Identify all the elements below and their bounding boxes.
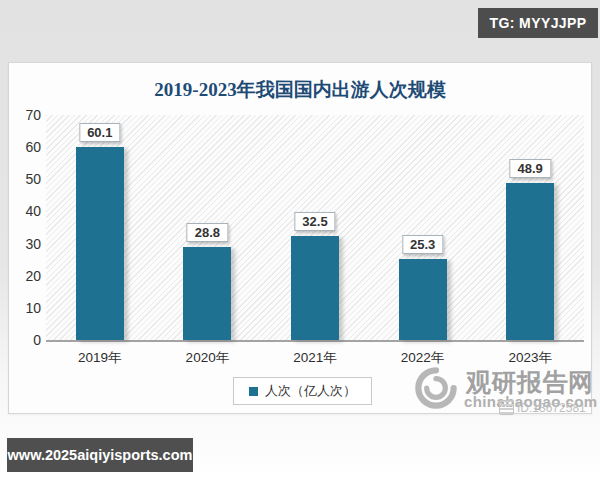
site-watermark: www.2025aiqiyisports.com [7, 438, 193, 472]
bar [183, 247, 231, 340]
y-axis: 010203040506070 [15, 63, 41, 343]
bar-value-label: 28.8 [187, 223, 228, 242]
bar-value-label: 32.5 [294, 212, 335, 231]
y-tick-label: 50 [15, 171, 41, 187]
bar [76, 147, 124, 340]
y-tick-label: 70 [15, 107, 41, 123]
legend: 人次（亿人次） [233, 377, 372, 405]
bar-value-label: 25.3 [402, 235, 443, 254]
telegram-watermark-label: TG: MYYJJPP [490, 15, 587, 31]
site-watermark-label: www.2025aiqiyisports.com [8, 447, 193, 463]
bar-value-label: 48.9 [510, 159, 551, 178]
plot-area: 60.1 28.8 32.5 25.3 48.9 [46, 115, 584, 342]
brand-id-label: ID:13672581 [517, 401, 586, 415]
x-tick-label: 2023年 [508, 349, 552, 367]
x-tick-label: 2022年 [401, 349, 445, 367]
x-tick-label: 2020年 [186, 349, 230, 367]
chart-card: 2019-2023年我国国内出游人次规模 0 10 20 30 40 50 60 70 60.… [8, 62, 592, 414]
x-tick-label: 2021年 [293, 349, 337, 367]
legend-label: 人次（亿人次） [265, 382, 356, 400]
bar [291, 236, 339, 340]
y-tick-label: 0 [15, 332, 41, 348]
bar [506, 183, 554, 340]
y-tick-label: 10 [15, 300, 41, 316]
bar-value-label: 60.1 [79, 123, 120, 142]
y-tick-label: 60 [15, 139, 41, 155]
y-tick-label: 40 [15, 203, 41, 219]
x-tick-label: 2019年 [78, 349, 122, 367]
legend-swatch [249, 387, 258, 396]
y-tick-label: 30 [15, 236, 41, 252]
brand-id-icon [499, 400, 514, 415]
brand-id: ID:13672581 [499, 400, 586, 415]
telegram-watermark: TG: MYYJJPP [478, 8, 598, 38]
logo-swirl-icon [409, 366, 463, 410]
chart-title: 2019-2023年我国国内出游人次规模 [9, 77, 591, 103]
bar [399, 259, 447, 340]
y-tick-label: 20 [15, 268, 41, 284]
